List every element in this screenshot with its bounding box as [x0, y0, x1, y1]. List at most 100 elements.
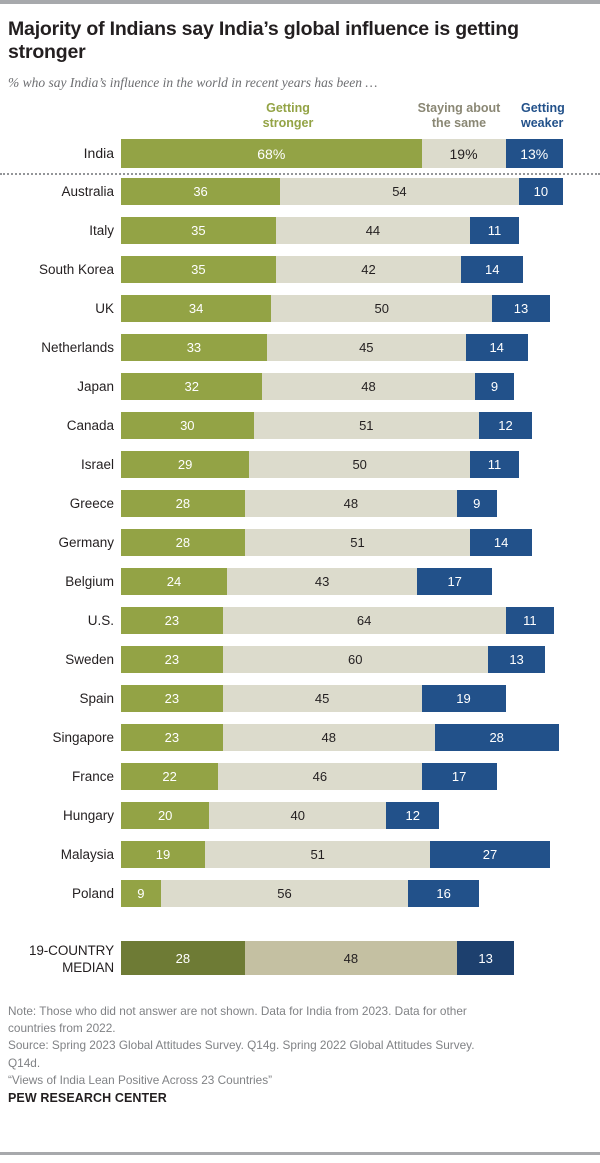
median-segment-getting-stronger: 28 [121, 941, 245, 976]
bar-segment-getting-stronger: 36 [121, 178, 281, 206]
country-label: Malaysia [60, 847, 114, 863]
table-row: U.S. 23 64 11 [8, 607, 592, 646]
median-label-line2: MEDIAN [62, 959, 114, 975]
country-label: South Korea [38, 262, 114, 278]
bar-segment-getting-weaker: 14 [465, 334, 528, 362]
table-row: India 68% 19% 13% [0, 139, 600, 178]
stacked-bar: 23 60 13 [121, 646, 546, 674]
bar-segment-getting-stronger: 28 [121, 490, 245, 518]
country-label: Sweden [65, 652, 114, 668]
bar-segment-staying-same: 46 [218, 763, 422, 791]
chart-subtitle: % who say India’s influence in the world… [8, 75, 378, 91]
country-label: Netherlands [41, 340, 114, 356]
bar-segment-getting-weaker: 11 [505, 607, 555, 635]
bar-segment-getting-weaker: 11 [470, 451, 519, 479]
legend: Getting stronger Staying about the same … [8, 101, 592, 137]
bar-segment-staying-same: 50 [271, 295, 493, 323]
median-label-line1: 19-COUNTRY [28, 943, 114, 959]
bar-segment-getting-stronger: 23 [121, 607, 223, 635]
legend-getting-weaker-line1: Getting [521, 101, 565, 116]
country-label: Israel [80, 457, 114, 473]
india-separator [0, 173, 600, 176]
bar-segment-staying-same: 60 [222, 646, 488, 674]
bar-segment-getting-weaker: 9 [456, 490, 497, 518]
bar-segment-staying-same: 50 [249, 451, 471, 479]
median-segment-staying-same: 48 [244, 941, 457, 976]
bar-segment-getting-weaker: 12 [386, 802, 440, 830]
stacked-bar: 19 51 27 [121, 841, 550, 869]
stacked-bar: 24 43 17 [121, 568, 493, 596]
stacked-bar: 34 50 13 [121, 295, 550, 323]
stacked-bar: 9 56 16 [121, 880, 479, 908]
top-rule [0, 0, 600, 4]
legend-getting-stronger-line1: Getting [266, 101, 310, 116]
chart-content: Majority of Indians say India’s global i… [0, 18, 600, 1107]
table-row: Netherlands 33 45 14 [8, 334, 592, 373]
bar-segment-getting-weaker: 13 [487, 646, 546, 674]
legend-getting-weaker-line2: weaker [521, 115, 564, 130]
bar-segment-getting-stronger: 23 [121, 685, 223, 713]
bar-segment-getting-weaker: 16 [408, 880, 479, 908]
stacked-bar: 35 42 14 [121, 256, 524, 284]
note-line-2: countries from 2022. [8, 1021, 116, 1036]
bar-segment-staying-same: 64 [222, 607, 506, 635]
source-line-2: Q14d. [8, 1055, 41, 1070]
bar-segment-getting-stronger: 29 [121, 451, 250, 479]
stacked-bar: 22 46 17 [121, 763, 497, 791]
table-row: France 22 46 17 [8, 763, 592, 802]
bar-segment-getting-stronger: 33 [121, 334, 267, 362]
bottom-rule [0, 1152, 600, 1155]
stacked-bar: 23 64 11 [121, 607, 555, 635]
chart-rows: India 68% 19% 13% Australia 36 54 10 Italy 35 44 11… [0, 139, 600, 919]
table-row: Belgium 24 43 17 [8, 568, 592, 607]
bar-segment-staying-same: 48 [222, 724, 435, 752]
median-row-label: 19-COUNTRY MEDIAN [8, 943, 114, 976]
table-row: Germany 28 51 14 [8, 529, 592, 568]
country-label: Singapore [52, 730, 114, 746]
bar-segment-getting-stronger: 68% [121, 139, 422, 169]
stacked-bar: 36 54 10 [121, 178, 563, 206]
bar-segment-getting-stronger: 35 [121, 256, 276, 284]
bar-segment-getting-stronger: 32 [121, 373, 263, 401]
bar-segment-getting-weaker: 9 [474, 373, 515, 401]
bar-segment-staying-same: 45 [222, 685, 422, 713]
stacked-bar: 32 48 9 [121, 373, 515, 401]
stacked-bar: 35 44 11 [121, 217, 519, 245]
bar-segment-staying-same: 54 [280, 178, 519, 206]
country-label: Italy [89, 223, 114, 239]
bar-segment-getting-weaker: 14 [470, 529, 533, 557]
report-title: “Views of India Lean Positive Across 23 … [8, 1072, 273, 1087]
country-label: Hungary [62, 808, 114, 824]
country-label: Greece [69, 496, 114, 512]
bar-segment-getting-stronger: 34 [121, 295, 272, 323]
bar-segment-getting-weaker: 28 [434, 724, 559, 752]
country-label: Spain [79, 691, 114, 707]
bar-segment-staying-same: 44 [275, 217, 471, 245]
bar-segment-staying-same: 51 [253, 412, 479, 440]
table-row: Poland 9 56 16 [8, 880, 592, 919]
country-label: Germany [58, 535, 114, 551]
bar-segment-getting-stronger: 22 [121, 763, 219, 791]
bar-segment-getting-weaker: 27 [430, 841, 550, 869]
table-row: Canada 30 51 12 [8, 412, 592, 451]
median-bar-group: 28 48 13 [121, 941, 515, 976]
bar-segment-staying-same: 56 [160, 880, 409, 908]
table-row: Spain 23 45 19 [8, 685, 592, 724]
legend-staying-same-line1: Staying about [417, 101, 501, 116]
bar-segment-staying-same: 48 [262, 373, 475, 401]
country-label: Poland [71, 886, 114, 902]
bar-segment-staying-same: 43 [227, 568, 418, 596]
legend-item-getting-weaker: Getting weaker [521, 101, 597, 131]
stacked-bar: 28 51 14 [121, 529, 533, 557]
table-row: UK 34 50 13 [8, 295, 592, 334]
table-row: Malaysia 19 51 27 [8, 841, 592, 880]
bar-segment-getting-stronger: 20 [121, 802, 210, 830]
bar-segment-staying-same: 45 [266, 334, 466, 362]
table-row: Australia 36 54 10 [8, 178, 592, 217]
bar-segment-getting-weaker: 12 [479, 412, 533, 440]
stacked-bar: 23 48 28 [121, 724, 559, 752]
bar-segment-staying-same: 19% [421, 139, 506, 169]
stacked-bar: 68% 19% 13% [121, 139, 563, 169]
legend-getting-stronger-line2: stronger [262, 115, 314, 130]
